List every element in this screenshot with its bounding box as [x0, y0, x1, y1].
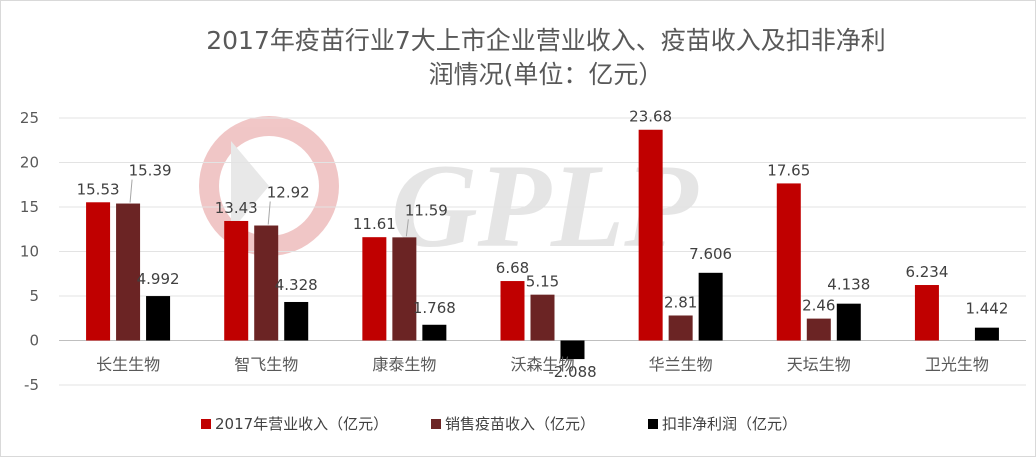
- y-tick-label: 15: [20, 198, 39, 216]
- y-axis: 25 20 15 10 5 0 -5: [20, 109, 39, 394]
- label-leader-line: [129, 179, 133, 203]
- data-label: 4.138: [827, 276, 870, 294]
- bar-1-3: [362, 237, 387, 341]
- legend-label-2: 销售疫苗收入（亿元）: [445, 415, 595, 433]
- bar-3-5: [698, 272, 723, 341]
- data-label: 15.53: [77, 180, 120, 198]
- bar-1-5: [638, 129, 663, 341]
- bar-2-4: [530, 294, 555, 341]
- data-label: 4.328: [275, 276, 318, 294]
- x-category-label: 康泰生物: [372, 355, 436, 374]
- data-label: 2.81: [664, 293, 697, 311]
- data-label: 6.234: [905, 263, 948, 281]
- x-category-label: 华兰生物: [649, 355, 713, 374]
- y-tick-label: 20: [20, 154, 39, 172]
- legend-swatch-1: [201, 419, 211, 429]
- legend-label-3: 扣非净利润（亿元）: [662, 415, 797, 433]
- x-category-label: 卫光生物: [925, 355, 989, 374]
- data-label: 12.92: [267, 184, 310, 202]
- legend-swatch-3: [648, 419, 658, 429]
- bars: [86, 129, 999, 360]
- x-category-label: 长生生物: [96, 355, 160, 374]
- data-label: 7.606: [689, 245, 732, 263]
- bar-3-3: [422, 324, 447, 341]
- data-label: 5.15: [526, 273, 559, 291]
- bar-1-2: [224, 220, 249, 341]
- chart-title-line-1: 2017年疫苗行业7大上市企业营业收入、疫苗收入及扣非净利: [206, 26, 886, 55]
- y-tick-label: 5: [29, 287, 39, 305]
- data-label: 1.768: [413, 299, 456, 317]
- data-label: 1.442: [965, 300, 1008, 318]
- bar-1-1: [86, 202, 111, 341]
- legend-label-1: 2017年营业收入（亿元）: [215, 415, 388, 433]
- label-leader-line: [405, 219, 409, 237]
- y-tick-label: 10: [20, 243, 39, 261]
- bar-1-4: [500, 281, 525, 341]
- y-tick-label: 25: [20, 109, 39, 127]
- data-label: 23.68: [629, 108, 672, 126]
- x-category-label: 沃森生物: [510, 355, 574, 374]
- bar-3-2: [284, 301, 309, 341]
- data-label: 6.68: [496, 259, 529, 277]
- x-category-label: 天坛生物: [787, 355, 851, 374]
- x-axis: 长生生物 智飞生物 康泰生物 沃森生物 华兰生物 天坛生物 卫光生物: [96, 355, 989, 374]
- bar-2-2: [254, 225, 279, 341]
- bar-2-6: [806, 318, 831, 341]
- bar-3-6: [836, 303, 861, 341]
- data-label: 15.39: [129, 162, 172, 180]
- data-label: 17.65: [767, 161, 810, 179]
- legend: 2017年营业收入（亿元） 销售疫苗收入（亿元） 扣非净利润（亿元）: [201, 415, 797, 433]
- data-labels: 15.53 15.39 4.992 13.43 12.92 4.328 11.61 11.59…: [77, 108, 1009, 381]
- bar-2-1: [116, 203, 141, 341]
- y-tick-label: -5: [24, 376, 39, 394]
- data-label: -2.088: [548, 363, 596, 381]
- bar-1-6: [776, 183, 801, 341]
- data-label: 11.59: [405, 201, 448, 219]
- data-label: 11.61: [353, 215, 396, 233]
- y-tick-label: 0: [29, 332, 39, 350]
- data-label: 4.992: [137, 270, 180, 288]
- bar-3-1: [146, 296, 171, 341]
- bar-1-7: [914, 285, 939, 341]
- legend-swatch-2: [431, 419, 441, 429]
- bar-2-3: [392, 237, 417, 341]
- bar-3-7: [974, 327, 999, 341]
- bar-3-4: [560, 340, 585, 360]
- label-leader-line: [267, 201, 271, 225]
- data-label: 13.43: [215, 199, 258, 217]
- chart-title-line-2: 润情况(单位：亿元）: [429, 60, 664, 89]
- data-label: 2.46: [802, 297, 835, 315]
- bar-2-5: [668, 315, 693, 341]
- x-category-label: 智飞生物: [234, 355, 298, 374]
